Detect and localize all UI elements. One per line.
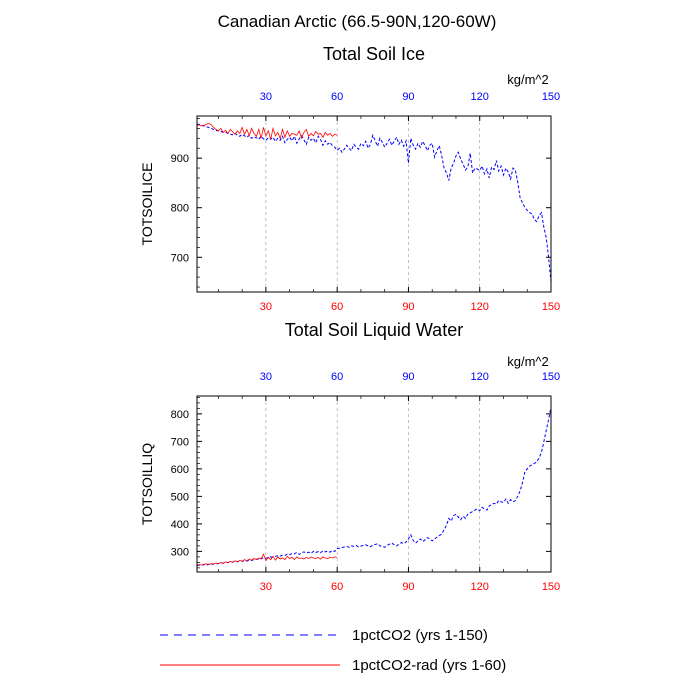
panel-soil-ice: Total Soil Ice kg/m^2 TOTSOILICE 30 30 60 6… [139, 44, 560, 313]
x-tick-label-bottom: 30 [260, 581, 272, 593]
x-tick-label-top: 30 [260, 371, 272, 383]
top-axis-unit: kg/m^2 [507, 72, 549, 87]
y-tick-label: 700 [171, 436, 189, 448]
y-tick-label: 900 [171, 153, 189, 165]
plot-frame [196, 395, 552, 573]
x-tick-label-bottom: 120 [471, 581, 489, 593]
legend-label-1pctco2-rad: 1pctCO2-rad (yrs 1-60) [352, 657, 506, 674]
series-1pctco2-rad-line [196, 553, 338, 566]
y-tick-label: 800 [171, 409, 189, 421]
series-1pctco2-line [196, 406, 552, 567]
y-tick-label: 300 [171, 546, 189, 558]
series-1pctco2-line [197, 123, 552, 283]
legend-label-1pctco2: 1pctCO2 (yrs 1-150) [352, 627, 488, 644]
x-tick-label-top: 150 [542, 91, 560, 103]
series-1pctco2-rad-line [196, 122, 338, 140]
y-tick-label: 500 [171, 491, 189, 503]
legend: 1pctCO2 (yrs 1-150) 1pctCO2-rad (yrs 1-6… [160, 627, 506, 674]
x-tick-label-top: 90 [402, 91, 414, 103]
y-tick-label: 600 [171, 464, 189, 476]
x-tick-label-bottom: 60 [331, 581, 343, 593]
y-tick-label: 400 [171, 519, 189, 531]
x-tick-label-top: 60 [331, 371, 343, 383]
figure-title: Canadian Arctic (66.5-90N,120-60W) [218, 12, 497, 31]
x-tick-label-bottom: 30 [260, 301, 272, 313]
y-tick-label: 700 [171, 252, 189, 264]
top-axis-unit: kg/m^2 [507, 354, 549, 369]
panel-soil-liquid-water: Total Soil Liquid Water kg/m^2 TOTSOILLI… [139, 320, 560, 593]
y-axis-title: TOTSOILLIQ [139, 443, 155, 525]
x-tick-label-top: 120 [471, 371, 489, 383]
x-tick-label-bottom: 90 [402, 581, 414, 593]
x-tick-label-top: 30 [260, 91, 272, 103]
x-tick-label-top: 120 [471, 91, 489, 103]
x-tick-label-top: 60 [331, 91, 343, 103]
x-tick-label-bottom: 120 [471, 301, 489, 313]
x-tick-label-top: 90 [402, 371, 414, 383]
panel-title: Total Soil Liquid Water [285, 320, 463, 340]
panel-title: Total Soil Ice [323, 44, 425, 64]
x-tick-label-bottom: 150 [542, 581, 560, 593]
x-tick-label-bottom: 90 [402, 301, 414, 313]
x-tick-label-top: 150 [542, 371, 560, 383]
plot-frame [196, 115, 552, 293]
x-tick-label-bottom: 60 [331, 301, 343, 313]
y-axis-title: TOTSOILICE [139, 163, 155, 246]
x-tick-label-bottom: 150 [542, 301, 560, 313]
y-tick-label: 800 [171, 203, 189, 215]
